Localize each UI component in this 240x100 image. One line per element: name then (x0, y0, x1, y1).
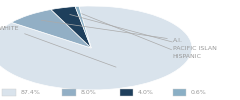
Wedge shape (0, 6, 192, 90)
FancyBboxPatch shape (120, 89, 133, 96)
Text: 87.4%: 87.4% (20, 90, 40, 95)
Wedge shape (75, 6, 91, 48)
Text: 4.0%: 4.0% (138, 90, 154, 95)
Text: 0.6%: 0.6% (191, 90, 207, 95)
Text: A.I.: A.I. (41, 20, 183, 42)
FancyBboxPatch shape (2, 89, 16, 96)
Text: PACIFIC ISLAN: PACIFIC ISLAN (70, 14, 217, 50)
Text: 8.0%: 8.0% (80, 90, 96, 95)
Text: WHITE: WHITE (0, 26, 116, 67)
Wedge shape (11, 10, 91, 48)
Wedge shape (51, 6, 91, 48)
FancyBboxPatch shape (173, 89, 186, 96)
Text: HISPANIC: HISPANIC (82, 14, 202, 58)
FancyBboxPatch shape (62, 89, 76, 96)
